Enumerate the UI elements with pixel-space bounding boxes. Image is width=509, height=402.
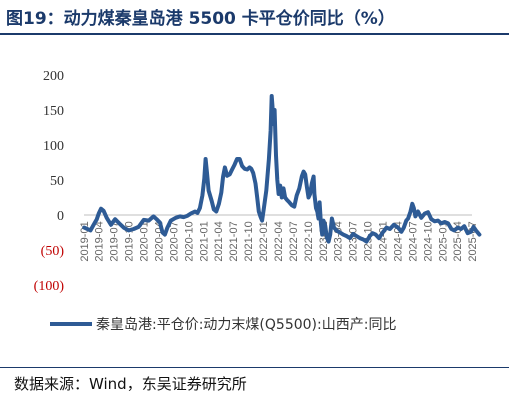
x-tick-label: 2020-10 [184, 221, 196, 261]
legend: 秦皇岛港:平仓价:动力末煤(Q5500):山西产:同比 [50, 317, 396, 333]
x-tick-label: 2024-07 [407, 221, 419, 261]
x-tick-label: 2022-10 [303, 221, 315, 261]
y-tick-label: 100 [43, 139, 64, 154]
legend-label: 秦皇岛港:平仓价:动力末煤(Q5500):山西产:同比 [96, 317, 396, 333]
x-tick-label: 2019-04 [94, 221, 106, 261]
x-tick-label: 2021-10 [243, 221, 255, 261]
y-tick-label: 50 [50, 174, 64, 189]
x-tick-label: 2021-07 [228, 221, 240, 261]
x-tick-label: 2022-07 [288, 221, 300, 261]
x-tick-label: 2021-01 [199, 221, 211, 261]
x-tick-label: 2024-01 [378, 221, 390, 261]
x-tick-label: 2020-01 [139, 221, 151, 261]
y-tick-label: (100) [34, 279, 65, 294]
y-axis-ticks: 200 150 100 50 0 (50) (100) [34, 69, 65, 294]
data-source: 数据来源：Wind，东吴证券研究所 [14, 375, 247, 393]
x-tick-label: 2019-07 [109, 221, 121, 261]
x-tick-label: 2023-07 [348, 221, 360, 261]
x-tick-label: 2021-04 [213, 221, 225, 261]
x-tick-label: 2025-01 [437, 221, 449, 261]
title-rule [0, 33, 509, 35]
series-line [82, 94, 482, 244]
footer-rule [0, 367, 509, 368]
x-tick-label: 2024-10 [422, 221, 434, 261]
y-tick-label: 150 [43, 104, 64, 119]
y-tick-label: (50) [41, 244, 65, 259]
y-tick-label: 200 [43, 69, 64, 84]
y-tick-label: 0 [57, 209, 64, 224]
x-tick-label: 2022-04 [273, 221, 285, 261]
x-tick-label: 2020-07 [168, 221, 180, 261]
x-tick-label: 2022-01 [258, 221, 270, 261]
chart-title: 图19：动力煤秦皇岛港 5500 卡平仓价同比（%） [6, 9, 395, 29]
